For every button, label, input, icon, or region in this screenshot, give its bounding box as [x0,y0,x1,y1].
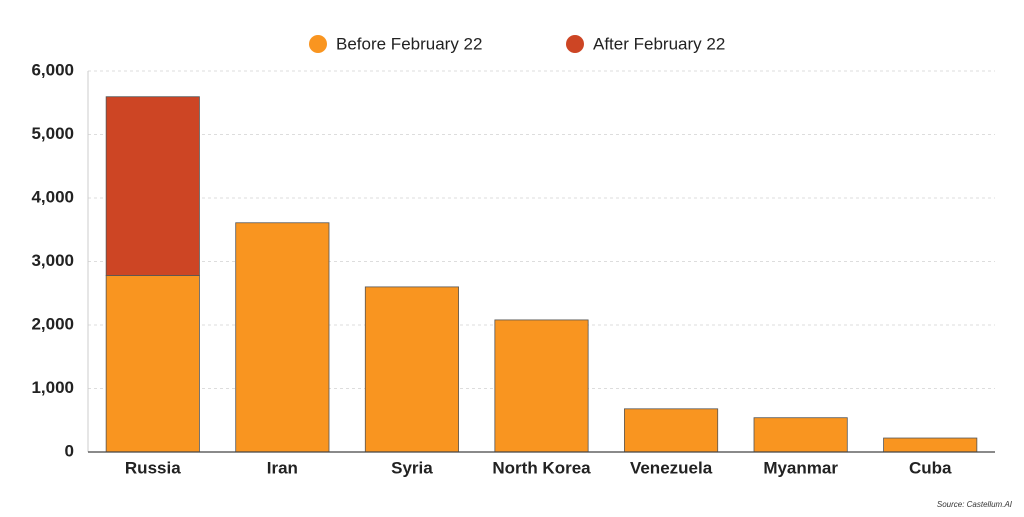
y-tick-label: 2,000 [31,314,74,333]
x-tick-label: Venezuela [630,458,713,477]
y-tick-label: 5,000 [31,124,74,143]
legend-marker [309,35,327,53]
legend-label: Before February 22 [336,34,482,53]
x-tick-label: Syria [391,458,433,477]
y-tick-label: 1,000 [31,378,74,397]
legend-marker [566,35,584,53]
y-tick-label: 6,000 [31,60,74,79]
y-tick-label: 4,000 [31,187,74,206]
y-tick-label: 0 [65,441,74,460]
bar-segment [753,417,848,453]
bar-segment [883,437,978,453]
bar-segment [364,286,459,453]
bar-segment [235,222,330,453]
x-tick-label: Russia [125,458,181,477]
bar-segment [105,275,200,453]
y-tick-label: 3,000 [31,251,74,270]
x-tick-label: Cuba [909,458,952,477]
x-tick-label: Myanmar [763,458,838,477]
bar-segment [105,96,200,276]
bar-segment [494,319,589,453]
legend-label: After February 22 [593,34,725,53]
source-note: Source: Castellum.AI [937,500,1013,509]
x-tick-label: Iran [267,458,298,477]
x-tick-label: North Korea [492,458,591,477]
bar-segment [624,408,719,453]
